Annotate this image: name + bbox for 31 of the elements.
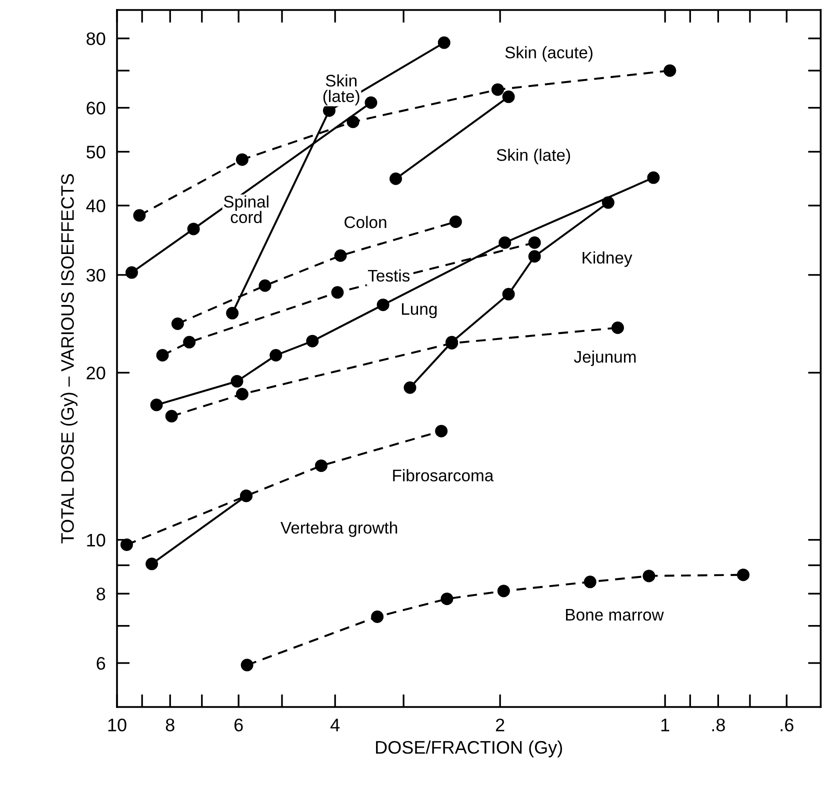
x-tick-label: .6 — [780, 718, 794, 732]
series-label: Skin (acute) — [505, 46, 592, 62]
x-tick-label: 2 — [496, 718, 504, 732]
x-tick-label: 1 — [661, 718, 670, 732]
y-tick-label: 8 — [96, 588, 106, 600]
text: Vertebra growth — [280, 521, 398, 537]
x-tick-label: 4 — [330, 718, 340, 732]
series-label: Spinal cord — [224, 195, 268, 224]
y-tick-label: 10 — [87, 534, 106, 547]
series-label: Testis — [368, 269, 410, 282]
y-tick-label: 20 — [86, 366, 106, 380]
x-axis-title: DOSE/FRACTION (Gy) — [376, 740, 562, 758]
y-tick-label: 60 — [86, 102, 106, 114]
y-tick-label: 80 — [86, 32, 106, 46]
series-label: Bone marrow — [566, 609, 664, 621]
series-label: Jejunum — [574, 350, 636, 366]
y-axis-title: TOTAL DOSE (Gy) – VARIOUS ISOEFFECTS — [60, 174, 78, 544]
y-tick-label: 6 — [96, 656, 106, 670]
series-label: Kidney — [582, 251, 632, 267]
y-tick-label: 40 — [86, 199, 106, 212]
series-label: Fibrosarcoma — [393, 469, 494, 482]
x-tick-label: 8 — [166, 718, 174, 732]
x-tick-label: 10 — [108, 718, 126, 732]
x-tick-label: 6 — [234, 718, 243, 732]
y-tick-label: 50 — [86, 146, 106, 158]
text: Skin (late) — [496, 148, 570, 164]
series-label: Lung — [402, 303, 437, 318]
series-label: Colon — [344, 216, 386, 228]
x-tick-label: .8 — [712, 718, 725, 732]
series-label: Skin (late) — [323, 74, 360, 106]
y-tick-label: 30 — [86, 268, 106, 282]
